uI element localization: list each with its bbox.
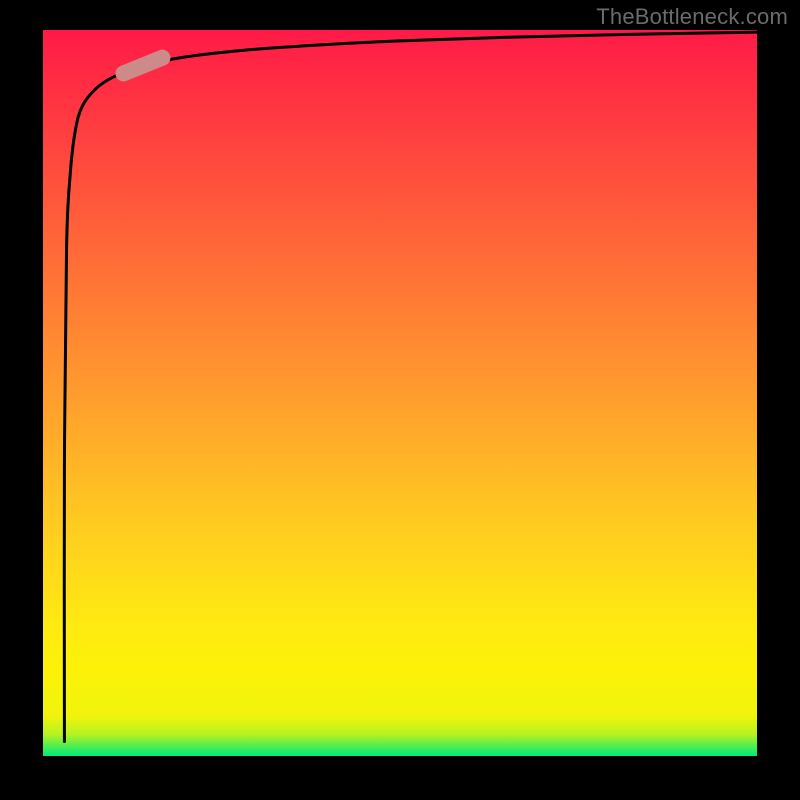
curve-marker (113, 47, 173, 84)
chart-frame: TheBottleneck.com (0, 0, 800, 800)
curve-layer (43, 30, 757, 756)
bottleneck-curve (64, 32, 757, 741)
plot-area (43, 30, 757, 756)
marker-pill (113, 47, 173, 84)
attribution-text: TheBottleneck.com (596, 4, 788, 30)
